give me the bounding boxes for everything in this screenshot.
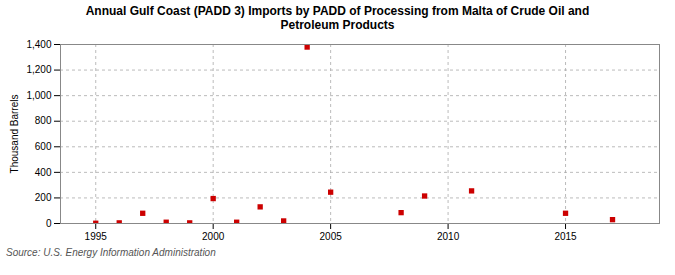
html-text:Source: U.S. Energy Informatio: Source: U.S. Energy Information Administ… (6, 247, 216, 258)
svg-text:0: 0 (46, 218, 52, 229)
html-text:Annual Gulf Coast (PADD 3) Imp: Annual Gulf Coast (PADD 3) Imports by PA… (85, 4, 590, 32)
svg-text:2010: 2010 (437, 231, 460, 242)
svg-text:1,400: 1,400 (26, 39, 51, 50)
svg-text:2000: 2000 (202, 231, 225, 242)
svg-text:1,000: 1,000 (26, 90, 51, 101)
svg-text:Thousand Barrels: Thousand Barrels (9, 95, 20, 174)
svg-text:1,200: 1,200 (26, 64, 51, 75)
svg-text:600: 600 (35, 141, 52, 152)
svg-text:2015: 2015 (554, 231, 577, 242)
svg-text:1995: 1995 (85, 231, 108, 242)
svg-text:200: 200 (35, 192, 52, 203)
svg-text:2005: 2005 (320, 231, 343, 242)
svg-text:400: 400 (35, 167, 52, 178)
svg-text:800: 800 (35, 115, 52, 126)
